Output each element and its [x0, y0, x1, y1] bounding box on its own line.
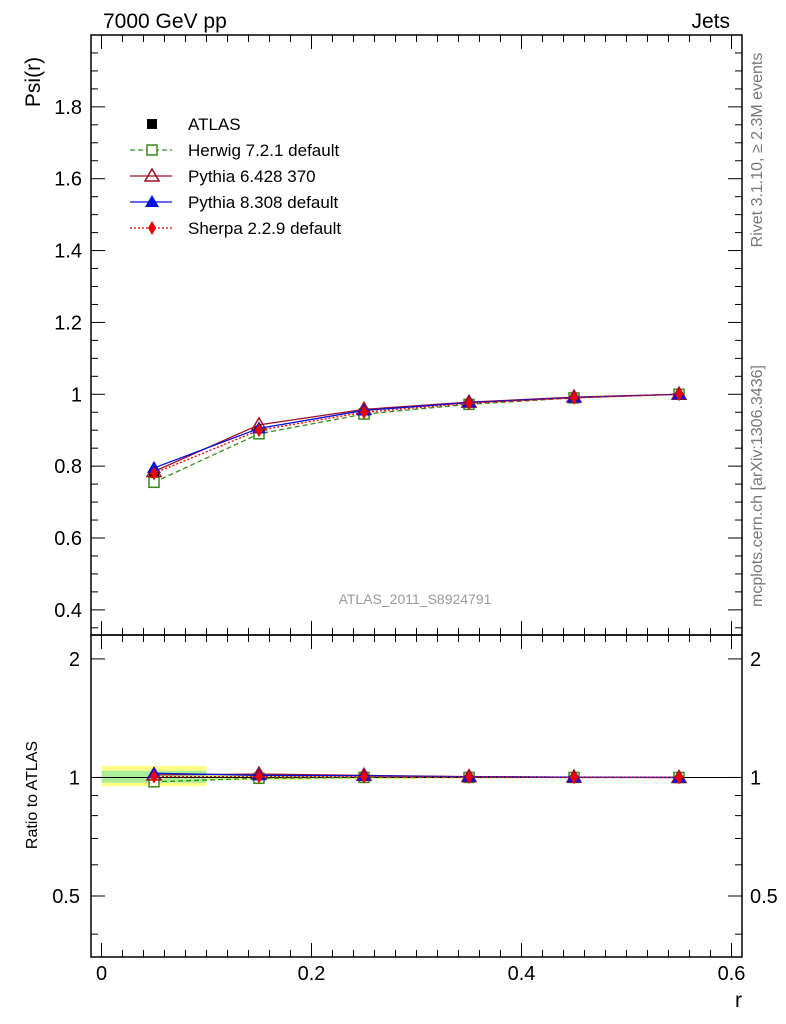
main-point-sherpa-2-2-9-default	[675, 387, 683, 402]
ratio-y-tick-label: 2	[69, 649, 80, 671]
main-y-tick-label: 1.4	[54, 241, 82, 263]
rivet-version-label: Rivet 3.1.10, ≥ 2.3M events	[749, 53, 766, 248]
main-y-tick-label: 0.4	[54, 600, 82, 622]
header-right: Jets	[691, 10, 730, 33]
legend-marker-sherpa-2-2-9-default	[148, 221, 156, 235]
legend-label-atlas: ATLAS	[188, 115, 241, 134]
axes-ticks	[91, 35, 742, 957]
series-layer	[145, 385, 688, 788]
ratio-point-sherpa-2-2-9-default	[570, 770, 578, 785]
main-point-sherpa-2-2-9-default	[570, 390, 578, 405]
main-y-axis-label: Psi(r)	[22, 57, 45, 107]
x-axis-label: r	[735, 989, 742, 1012]
legend-label-herwig-7-2-1-default: Herwig 7.2.1 default	[188, 141, 339, 160]
main-y-tick-label: 1.2	[54, 312, 82, 334]
main-line-sherpa-2-2-9-default	[153, 393, 680, 474]
ratio-y-tick-label: 1	[69, 767, 80, 789]
header-left: 7000 GeV pp	[103, 10, 227, 33]
ratio-point-sherpa-2-2-9-default	[675, 770, 683, 785]
main-y-tick-label: 1	[71, 384, 82, 406]
main-point-sherpa-2-2-9-default	[360, 405, 368, 420]
main-point-sherpa-2-2-9-default	[150, 466, 158, 481]
ratio-line-sherpa-2-2-9-default	[154, 775, 679, 779]
main-point-sherpa-2-2-9-default	[465, 396, 473, 411]
main-y-tick-label: 1.6	[54, 169, 82, 191]
ratio-point-sherpa-2-2-9-default	[465, 770, 473, 785]
legend-marker-atlas	[147, 119, 157, 129]
ratio-point-sherpa-2-2-9-default	[360, 769, 368, 784]
ratio-y-axis-label: Ratio to ATLAS	[24, 741, 41, 849]
ratio-y-tick-label-right: 0.5	[750, 886, 778, 908]
x-tick-label: 0.2	[298, 963, 326, 985]
legend-label-pythia-6-428-370: Pythia 6.428 370	[188, 167, 316, 186]
ratio-plot-frame	[90, 634, 743, 958]
tick-labels: 0.4 0.6 0.8 1 1.2 1.4 1.6 1.8 0 0.2 0.4 0.6 0.5 0.5 1 1…	[52, 97, 778, 985]
ratio-point-sherpa-2-2-9-default	[150, 769, 158, 784]
ratio-y-tick-label-right: 2	[750, 649, 761, 671]
x-tick-label: 0.6	[718, 963, 746, 985]
ratio-y-tick-label-right: 1	[750, 767, 761, 789]
main-y-tick-label: 0.8	[54, 456, 82, 478]
analysis-watermark: ATLAS_2011_S8924791	[339, 591, 492, 607]
legend-marker-herwig-7-2-1-default	[146, 144, 158, 156]
legend-label-pythia-8-308-default: Pythia 8.308 default	[188, 193, 339, 212]
mcplots-label: mcplots.cern.ch [arXiv:1306.3436]	[749, 365, 766, 607]
main-y-tick-label: 0.6	[54, 528, 82, 550]
main-y-tick-label: 1.8	[54, 97, 82, 119]
legend-marker-pythia-6-428-370	[143, 167, 161, 182]
x-tick-label: 0	[96, 963, 107, 985]
legend-marker-pythia-8-308-default	[145, 195, 159, 207]
ratio-y-tick-label: 0.5	[52, 886, 80, 908]
main-point-sherpa-2-2-9-default	[255, 423, 263, 438]
x-tick-label: 0.4	[508, 963, 536, 985]
legend: ATLAS Herwig 7.2.1 default Pythia 6.428 37…	[130, 115, 341, 238]
ratio-point-sherpa-2-2-9-default	[255, 769, 263, 784]
legend-label-sherpa-2-2-9-default: Sherpa 2.2.9 default	[188, 219, 341, 238]
